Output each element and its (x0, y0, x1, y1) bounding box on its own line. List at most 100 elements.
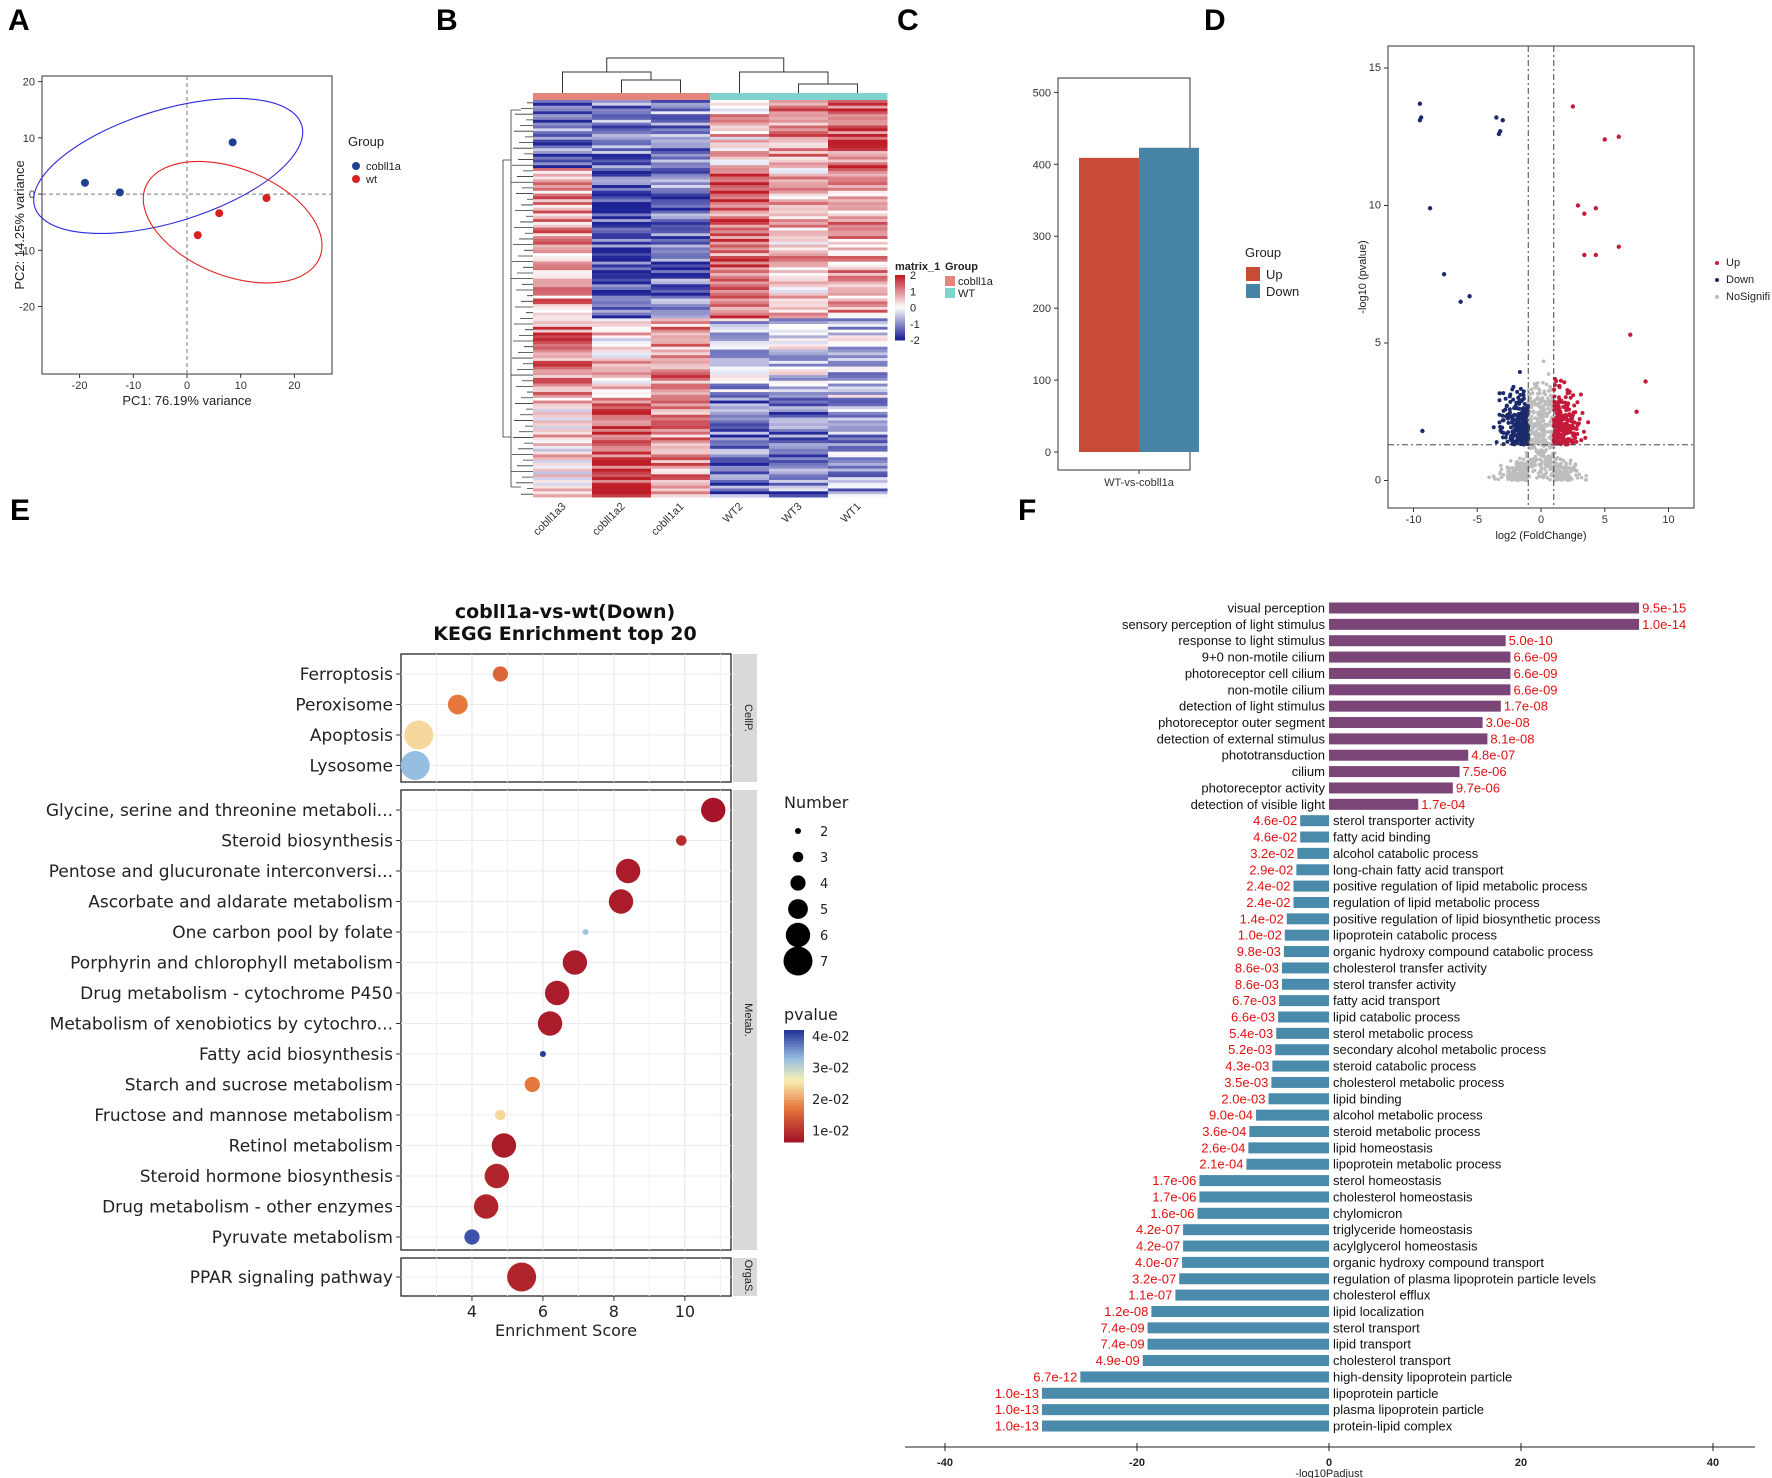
heatmap-cell (651, 428, 711, 433)
heatmap-cell (828, 253, 888, 257)
heatmap-cell (710, 420, 770, 424)
heatmap-cell (533, 352, 593, 356)
heatmap-cell (533, 360, 593, 365)
volcano-point-ns (1542, 427, 1546, 432)
heatmap-cell (710, 369, 770, 373)
legend-key-up (1246, 267, 1260, 281)
heatmap-cell (769, 394, 829, 399)
heatmap-cell (828, 114, 888, 118)
volcano-point-ns (1538, 421, 1543, 426)
volcano-point-up (1568, 430, 1573, 435)
heatmap-cell (769, 431, 829, 436)
heatmap-cell (651, 411, 711, 416)
color-legend-swatch (784, 1063, 804, 1067)
color-legend-swatch (784, 1032, 804, 1037)
heatmap-cell (533, 372, 593, 376)
heatmap-cell (828, 479, 888, 484)
heatmap-cell (592, 241, 652, 246)
heatmap-cell (710, 114, 770, 118)
heatmap-cell (533, 190, 593, 195)
go-term-label: cholesterol metabolic process (1333, 1075, 1505, 1090)
go-bar (1271, 1076, 1329, 1088)
heatmap-cell (533, 289, 593, 294)
heatmap-cell (533, 148, 593, 152)
term-label: Porphyrin and chlorophyll metabolism (70, 954, 393, 974)
heatmap-cell (769, 199, 829, 203)
heatmap-cell (533, 102, 593, 107)
go-bar (1182, 1256, 1329, 1268)
go-term-label: steroid metabolic process (1333, 1124, 1481, 1139)
volcano-point-up (1556, 395, 1561, 400)
go-term-label: lipid transport (1333, 1337, 1411, 1352)
heatmap-cell (828, 360, 888, 365)
heatmap-cell (769, 264, 829, 268)
go-padj-label: 3.6e-04 (1202, 1124, 1246, 1139)
heatmap-cell (769, 204, 829, 209)
heatmap-cell (828, 224, 888, 229)
heatmap-cell (710, 187, 770, 192)
heatmap-cell (769, 105, 829, 110)
scale-swatch (895, 305, 905, 308)
volcano-point-ns (1499, 463, 1503, 468)
heatmap-cell (710, 267, 770, 271)
heatmap-cell (710, 468, 770, 472)
heatmap-cell (769, 193, 829, 197)
heatmap-cell (592, 284, 652, 288)
heatmap-cell (651, 128, 711, 132)
go-term-label: sensory perception of light stimulus (1122, 617, 1326, 632)
volcano-point-up (1579, 438, 1584, 443)
volcano-point-ns (1543, 392, 1548, 397)
volcano-point-down (1515, 423, 1520, 428)
heatmap-cell (828, 326, 888, 331)
volcano-point-ns (1533, 454, 1538, 459)
volcano-point-up (1563, 416, 1568, 421)
go-bar (1293, 896, 1329, 908)
legend-key (1715, 278, 1719, 282)
heatmap-cell (651, 159, 711, 163)
heatmap-cell (651, 253, 711, 257)
x-axis-label: log2 (FoldChange) (1495, 530, 1586, 542)
volcano-point-ns (1527, 392, 1531, 396)
heatmap-cell (651, 468, 711, 472)
heatmap-cell (769, 485, 829, 489)
legend-label: NoSignifi (1726, 291, 1770, 303)
pca-point-cobll1a (115, 188, 124, 197)
volcano-point-down (1514, 418, 1519, 423)
facet-strip-label: CellP. (742, 704, 754, 732)
heatmap-cell (592, 278, 652, 282)
heatmap-cell (592, 326, 652, 331)
group-annotation-cell (828, 93, 888, 100)
go-term-label: cholesterol transfer activity (1333, 960, 1487, 975)
volcano-point-ns (1546, 406, 1550, 411)
volcano-point-down (1523, 417, 1528, 422)
heatmap-cell (769, 142, 829, 146)
volcano-point-ns (1508, 466, 1512, 471)
go-bar (1329, 700, 1501, 712)
heatmap-cell (592, 165, 652, 169)
heatmap-cell (592, 443, 652, 447)
volcano-point-down (1517, 401, 1522, 406)
volcano-point-ns (1532, 468, 1537, 473)
panel-letter-c: C (897, 4, 919, 37)
heatmap-cell (592, 338, 652, 342)
heatmap-cell (769, 375, 829, 379)
heatmap-cell (533, 136, 593, 141)
volcano-point-down (1503, 435, 1508, 440)
heatmap-cell (769, 241, 829, 246)
heatmap-cell (533, 173, 593, 178)
y-tick-label: 5 (1375, 337, 1381, 349)
heatmap-cell (769, 224, 829, 229)
heatmap-cell (710, 471, 770, 475)
heatmap-cell (533, 386, 593, 390)
go-term-label: sterol homeostasis (1333, 1173, 1442, 1188)
heatmap-cell (592, 111, 652, 115)
heatmap-cell (769, 363, 829, 368)
y-tick-label: 0 (29, 189, 35, 201)
group-annotation-cell (769, 93, 829, 100)
heatmap-cell (651, 321, 711, 325)
heatmap-cell (592, 372, 652, 376)
heatmap-cell (592, 236, 652, 240)
color-legend-swatch (784, 1030, 804, 1034)
heatmap-cell (828, 159, 888, 163)
heatmap-cell (710, 383, 770, 387)
